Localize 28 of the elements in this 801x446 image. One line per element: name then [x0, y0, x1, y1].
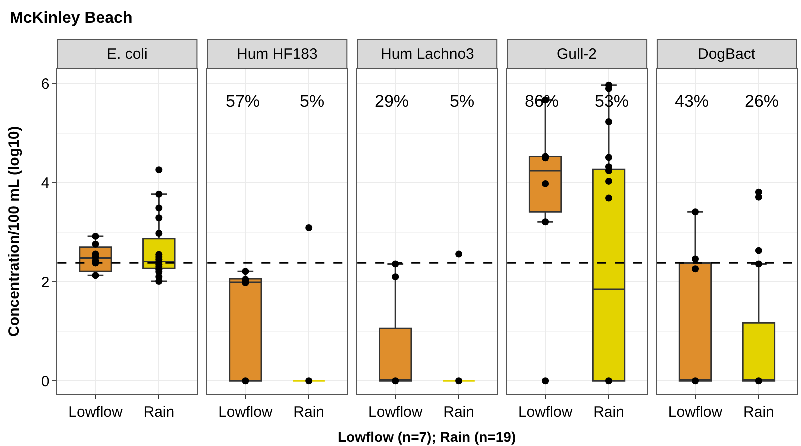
annotation: 57% [226, 92, 260, 111]
y-tick-label: 6 [41, 76, 50, 94]
x-axis-title: Lowflow (n=7); Rain (n=19) [338, 429, 516, 445]
x-tick-label: Rain [144, 404, 175, 421]
x-tick-label: Rain [594, 404, 624, 421]
chart-subtitle: Gull-2 [557, 46, 598, 63]
y-axis-title: Concentration/100 mL (log10) [6, 126, 23, 337]
chart-title: McKinley Beach [10, 10, 133, 27]
y-tick-label: 2 [41, 274, 50, 292]
chart-subtitle: Hum HF183 [237, 46, 318, 63]
chart-subtitle: DogBact [698, 46, 756, 63]
x-tick-label: Lowflow [368, 404, 423, 421]
x-tick-label: Lowflow [218, 404, 273, 421]
annotation: 5% [450, 92, 475, 111]
chart-subtitle: E. coli [107, 46, 148, 63]
x-tick-label: Rain [294, 404, 325, 421]
x-tick-label: Rain [444, 404, 474, 421]
x-tick-label: Rain [744, 404, 774, 421]
y-tick-label: 0 [41, 373, 50, 390]
x-tick-label: Lowflow [668, 404, 723, 421]
annotation: 29% [375, 92, 410, 111]
annotation: 5% [300, 92, 325, 111]
annotation: 43% [675, 92, 710, 111]
y-tick-label: 4 [41, 175, 50, 192]
annotation: 26% [745, 92, 780, 111]
x-tick-label: Lowflow [518, 404, 573, 421]
chart-subtitle: Hum Lachno3 [381, 46, 474, 63]
x-tick-label: Lowflow [68, 404, 123, 421]
